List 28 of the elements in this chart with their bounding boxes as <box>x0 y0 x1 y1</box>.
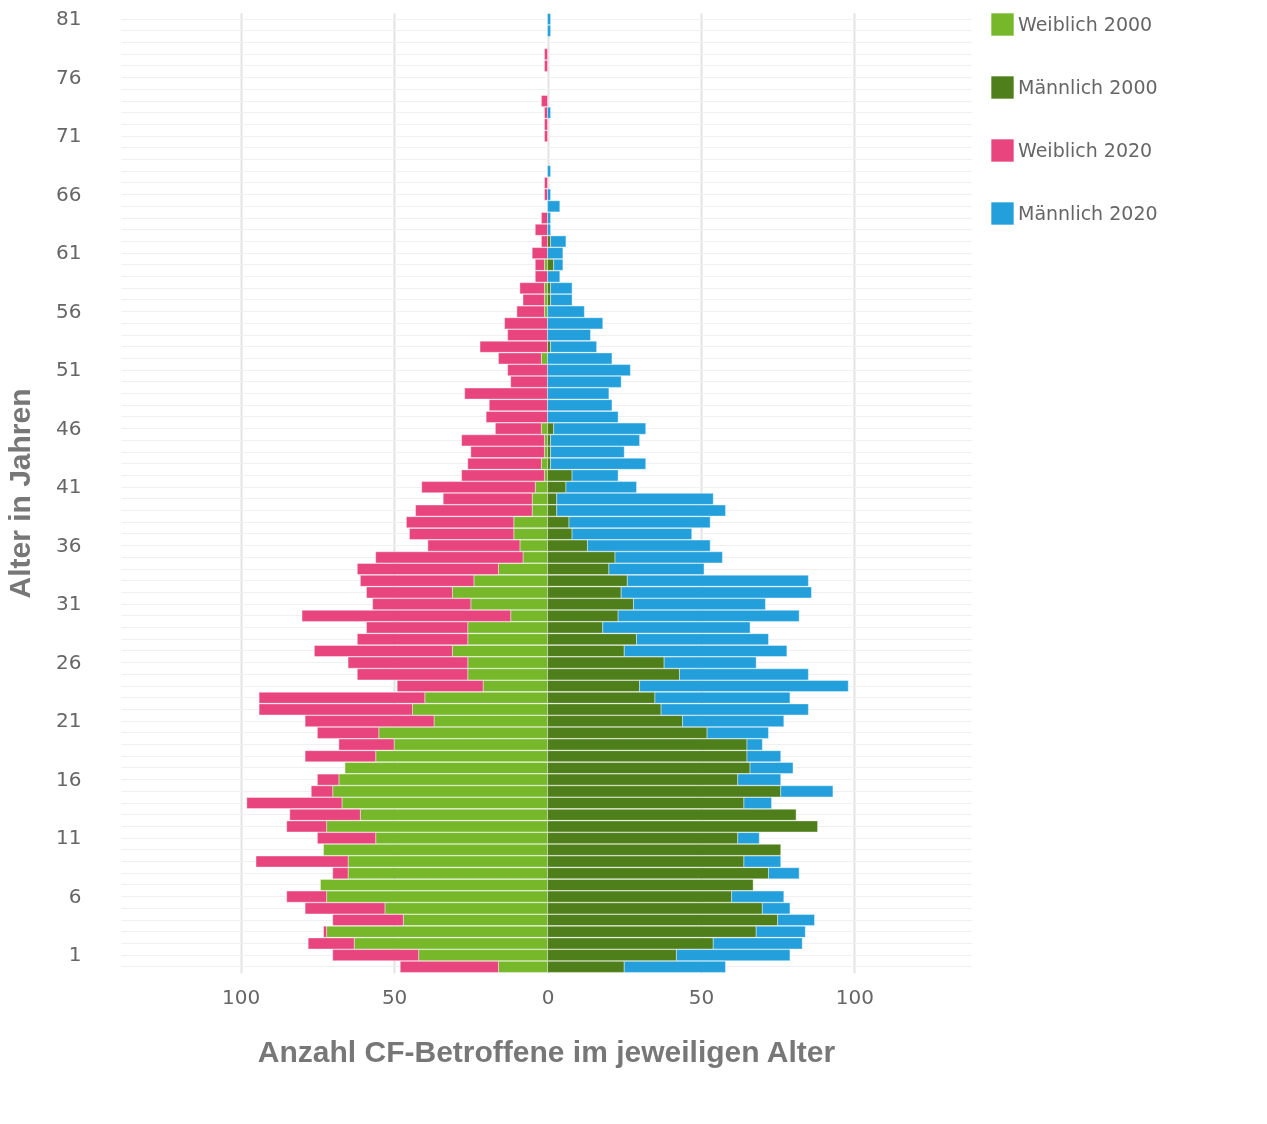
y-tick-label: 1 <box>68 942 82 967</box>
y-tick-label: 36 <box>56 532 82 557</box>
legend-label: Männlich 2000 <box>1018 75 1158 98</box>
y-tick-label: 21 <box>56 708 82 733</box>
y-tick-label: 81 <box>56 6 82 31</box>
y-tick-label: 26 <box>56 649 82 674</box>
legend-label: Männlich 2020 <box>1018 201 1158 224</box>
y-tick-label: 31 <box>56 591 82 616</box>
y-tick-label: 51 <box>56 357 82 382</box>
y-axis-title: Alter in Jahren <box>3 388 37 599</box>
y-tick-label: 41 <box>56 474 82 499</box>
y-tick-label: 66 <box>56 181 82 206</box>
legend-label: Weiblich 2020 <box>1018 138 1153 161</box>
x-tick-label: 100 <box>835 984 874 1009</box>
y-tick-label: 71 <box>56 123 82 148</box>
y-tick-label: 61 <box>56 240 82 265</box>
y-tick-label: 56 <box>56 298 82 323</box>
x-tick-label: 50 <box>688 984 715 1009</box>
y-tick-label: 11 <box>56 825 82 850</box>
y-tick-label: 6 <box>68 883 82 908</box>
y-tick-label: 76 <box>56 64 82 89</box>
x-tick-label: 0 <box>541 984 555 1009</box>
x-tick-label: 50 <box>381 984 408 1009</box>
y-tick-label: 16 <box>56 766 82 791</box>
y-tick-label: 46 <box>56 415 82 440</box>
x-tick-label: 100 <box>222 984 261 1009</box>
x-axis-title: Anzahl CF-Betroffene im jeweiligen Alter <box>257 1034 836 1068</box>
legend-label: Weiblich 2000 <box>1018 12 1153 35</box>
